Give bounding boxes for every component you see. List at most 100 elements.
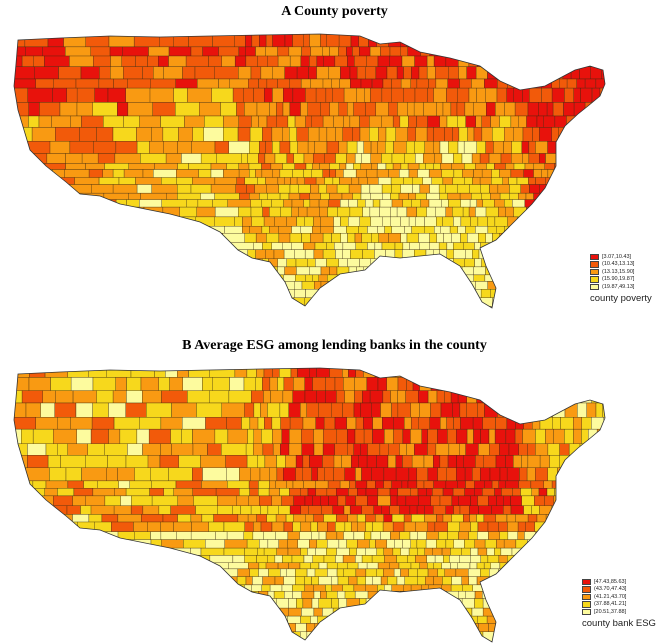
- county-cell: [142, 169, 154, 178]
- county-cell: [14, 184, 36, 194]
- county-cell: [496, 226, 505, 234]
- county-cell: [465, 480, 475, 489]
- county-cell: [395, 455, 403, 468]
- county-cell: [358, 177, 368, 185]
- county-cell: [110, 266, 132, 276]
- county-cell: [445, 539, 454, 549]
- county-cell: [446, 417, 454, 430]
- county-cell: [507, 521, 519, 532]
- county-cell: [288, 443, 302, 456]
- county-cell: [65, 467, 82, 482]
- county-cell: [528, 289, 538, 298]
- county-cell: [477, 216, 488, 227]
- county-cell: [228, 623, 252, 632]
- county-cell: [459, 521, 471, 532]
- county-cell: [307, 102, 321, 117]
- county-cell: [214, 141, 229, 154]
- county-cell: [14, 153, 29, 164]
- county-cell: [390, 390, 398, 404]
- county-cell: [552, 193, 565, 200]
- legend-entry: (15.90,19.87]: [590, 276, 652, 284]
- legend-entry: (19.87,49.13]: [590, 283, 652, 291]
- county-cell: [503, 249, 514, 259]
- county-cell: [296, 216, 305, 227]
- county-cell: [417, 568, 429, 577]
- county-cell: [433, 562, 442, 570]
- county-cell: [270, 281, 278, 290]
- county-cell: [507, 402, 516, 418]
- county-cell: [242, 226, 250, 234]
- county-cell: [42, 281, 68, 290]
- county-cell: [67, 584, 89, 592]
- county-cell: [459, 78, 472, 89]
- county-cell: [22, 163, 46, 170]
- county-cell: [281, 429, 290, 444]
- county-cell: [480, 242, 493, 250]
- county-cell: [559, 46, 567, 57]
- county-cell: [406, 623, 415, 632]
- county-cell: [98, 177, 120, 185]
- county-cell: [223, 521, 245, 532]
- county-cell: [312, 163, 320, 170]
- county-cell: [134, 467, 151, 482]
- county-cell: [446, 249, 454, 259]
- county-cell: [475, 455, 484, 468]
- county-cell: [408, 193, 416, 200]
- legend-label: [47.43,85.63]: [594, 578, 627, 585]
- county-cell: [425, 163, 434, 170]
- county-cell: [259, 467, 270, 482]
- county-cell: [115, 555, 138, 563]
- county-cell: [421, 429, 428, 444]
- county-cell: [208, 631, 229, 642]
- county-cell: [447, 78, 460, 89]
- county-cell: [40, 289, 53, 298]
- county-cell: [232, 505, 241, 515]
- county-cell: [370, 153, 382, 164]
- county-cell: [377, 163, 387, 170]
- county-cell: [305, 249, 315, 259]
- county-cell: [612, 391, 623, 403]
- county-cell: [391, 184, 401, 194]
- county-cell: [192, 488, 217, 497]
- county-cell: [567, 531, 580, 540]
- county-cell: [93, 289, 114, 298]
- county-cell: [318, 576, 332, 585]
- county-cell: [14, 615, 28, 624]
- county-cell: [490, 562, 500, 570]
- county-cell: [126, 562, 142, 570]
- county-cell: [60, 258, 80, 268]
- county-cell: [530, 623, 541, 632]
- county-cell: [94, 521, 112, 532]
- county-cell: [422, 258, 434, 268]
- county-cell: [345, 607, 352, 617]
- county-cell: [242, 289, 255, 298]
- county-cell: [70, 417, 93, 430]
- county-cell: [503, 495, 511, 506]
- county-cell: [313, 591, 321, 599]
- county-cell: [583, 115, 593, 128]
- county-cell: [235, 184, 247, 194]
- county-cell: [177, 193, 201, 200]
- county-cell: [296, 266, 310, 276]
- county-cell: [341, 281, 352, 290]
- county-cell: [433, 258, 441, 268]
- county-cell: [14, 555, 29, 563]
- county-cell: [400, 568, 409, 577]
- county-cell: [501, 607, 515, 617]
- county-cell: [269, 377, 278, 391]
- county-cell: [532, 417, 541, 430]
- county-cell: [436, 315, 446, 322]
- county-cell: [584, 488, 593, 497]
- county-cell: [487, 55, 496, 67]
- county-cell: [146, 402, 172, 418]
- county-cell: [580, 206, 593, 218]
- county-cell: [399, 531, 411, 540]
- county-cell: [402, 258, 415, 268]
- county-cell: [405, 368, 417, 378]
- county-cell: [14, 521, 22, 532]
- county-cell: [494, 199, 505, 208]
- county-cell: [558, 169, 567, 178]
- county-cell: [329, 193, 343, 200]
- county-cell: [415, 153, 424, 164]
- county-cell: [14, 87, 28, 103]
